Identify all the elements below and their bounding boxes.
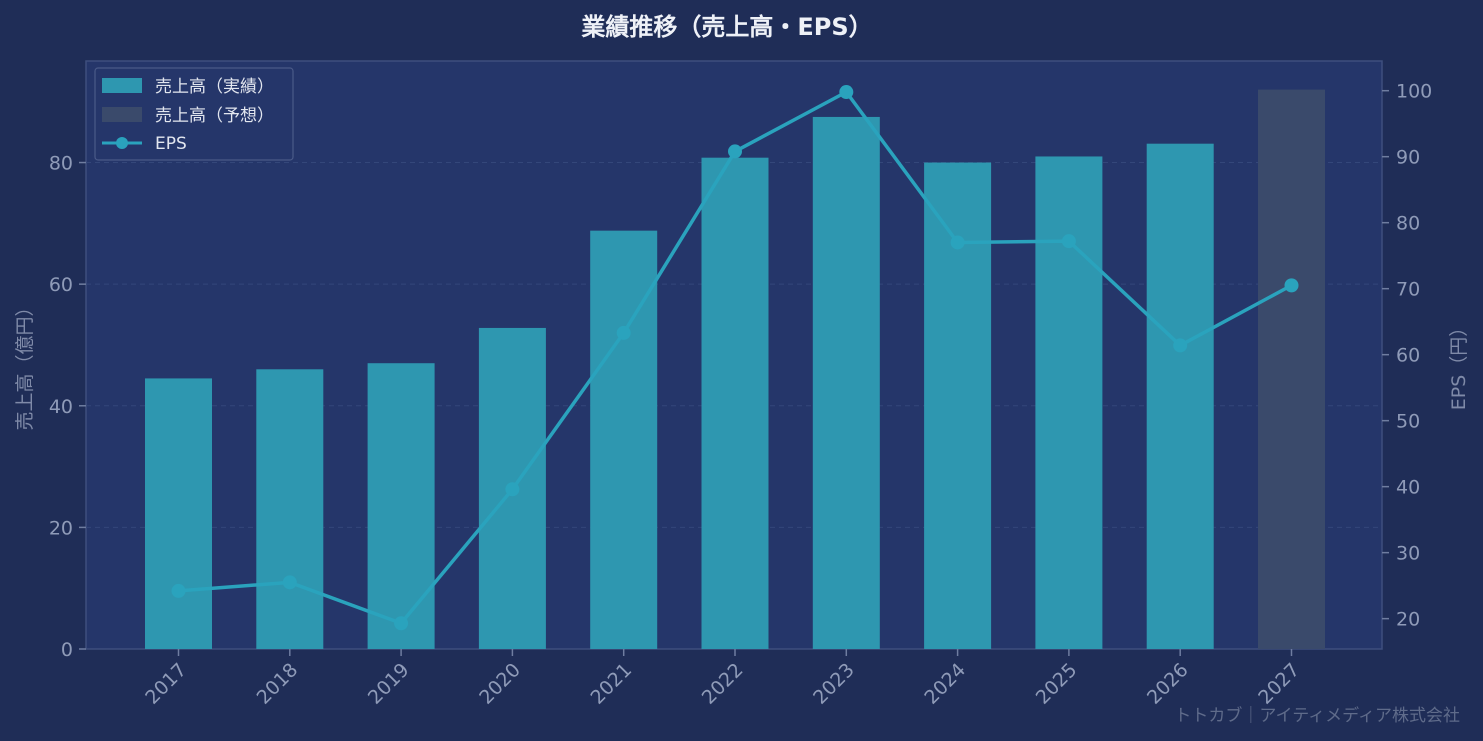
bar-actual	[1146, 143, 1214, 649]
chart-title: 業績推移（売上高・EPS）	[581, 13, 872, 41]
eps-point	[950, 235, 965, 250]
bar-actual	[145, 378, 212, 649]
bar-forecast	[1258, 89, 1325, 650]
legend-swatch-actual	[102, 78, 142, 93]
eps-point	[839, 85, 854, 100]
eps-point	[505, 482, 520, 497]
x-tick-label: 2024	[920, 659, 970, 709]
bar-actual	[1035, 156, 1103, 650]
x-tick-label: 2019	[364, 659, 414, 709]
eps-point	[282, 575, 297, 590]
y-axis-label-right: EPS（円）	[1448, 318, 1470, 411]
bar-series	[145, 89, 1325, 650]
x-tick-label: 2023	[809, 659, 859, 709]
eps-point	[171, 583, 186, 598]
bar-actual	[812, 116, 880, 650]
eps-line-series	[171, 85, 1299, 631]
eps-point	[394, 616, 409, 631]
legend-box	[94, 67, 294, 161]
x-tick-label: 2021	[586, 659, 636, 709]
eps-point	[1284, 278, 1299, 293]
y-tick-label: 20	[49, 517, 73, 539]
y2-tick-label: 40	[1396, 477, 1420, 499]
bar-actual	[367, 363, 435, 649]
x-tick-label: 2020	[475, 659, 525, 709]
y2-tick-label: 30	[1396, 543, 1420, 565]
y-tick-label: 60	[49, 274, 73, 296]
legend-label-eps: EPS	[155, 134, 187, 154]
x-tick-label: 2026	[1143, 659, 1193, 709]
x-tick-label: 2017	[141, 659, 191, 709]
x-tick-label: 2018	[253, 659, 303, 709]
legend: 売上高（実績） 売上高（予想） EPS	[94, 67, 294, 161]
watermark: トトカブ｜アイティメディア株式会社	[1174, 705, 1460, 726]
eps-point	[616, 325, 631, 340]
y2-tick-label: 80	[1396, 213, 1420, 235]
x-tick-label: 2027	[1254, 659, 1304, 709]
y-tick-label: 80	[49, 153, 73, 175]
legend-label-forecast: 売上高（予想）	[155, 106, 274, 126]
x-tick-label: 2022	[698, 659, 748, 709]
y2-tick-label: 20	[1396, 609, 1420, 631]
bar-actual	[701, 157, 769, 649]
y2-tick-label: 50	[1396, 411, 1420, 433]
x-tick-label: 2025	[1032, 659, 1082, 709]
y2-tick-label: 70	[1396, 279, 1420, 301]
y2-tick-label: 60	[1396, 345, 1420, 367]
legend-swatch-forecast	[102, 107, 142, 122]
y-axis-label-left: 売上高（億円）	[14, 297, 36, 430]
eps-point	[1061, 234, 1076, 249]
y2-tick-label: 100	[1396, 81, 1432, 103]
legend-swatch-eps-marker	[116, 137, 128, 149]
y-tick-label: 0	[61, 639, 73, 661]
y-tick-label: 40	[49, 396, 73, 418]
bar-actual	[256, 369, 324, 649]
bar-actual	[590, 230, 658, 650]
legend-label-actual: 売上高（実績）	[155, 77, 274, 97]
eps-point	[1173, 338, 1188, 353]
y2-tick-label: 90	[1396, 147, 1420, 169]
eps-point	[728, 144, 742, 159]
